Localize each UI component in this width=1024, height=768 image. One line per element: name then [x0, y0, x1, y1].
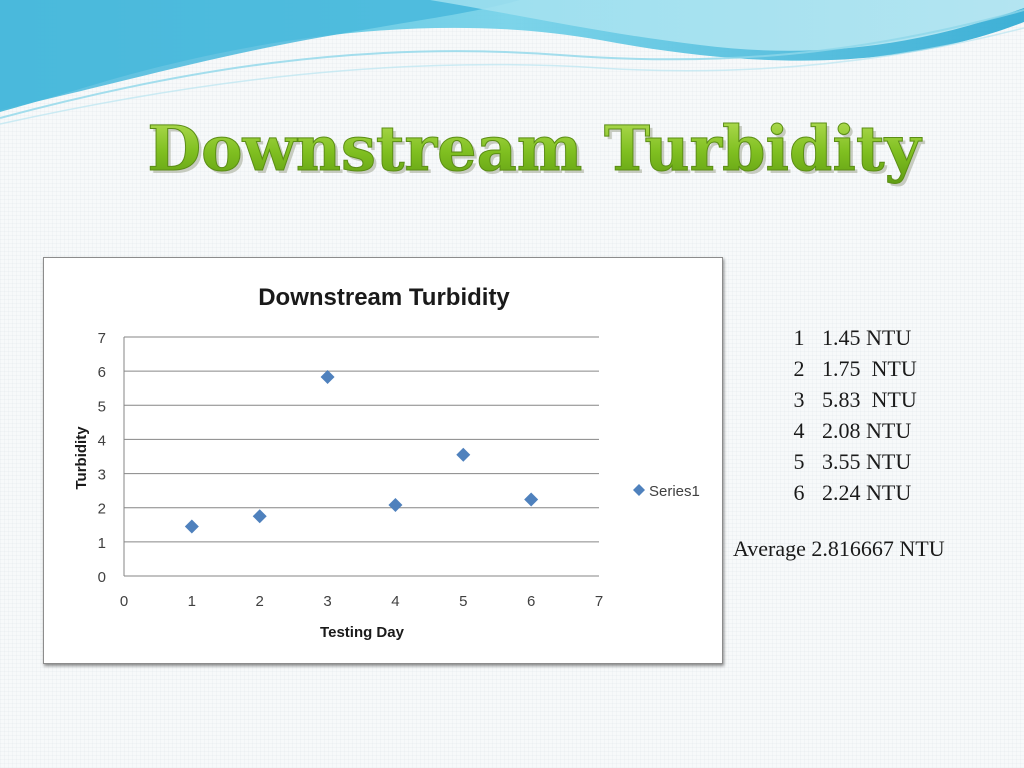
x-tick-label: 3	[323, 593, 331, 610]
reading-day: 3	[793, 387, 805, 412]
reading-value: 2.24 NTU	[822, 480, 912, 505]
slide-title: Downstream Turbidity Downstream Turbidit…	[147, 112, 926, 189]
slide-title-text: Downstream Turbidity	[147, 112, 922, 185]
axes	[123, 337, 599, 577]
reading-row: 3 5.83 NTU	[776, 384, 1006, 415]
y-tick-label: 2	[98, 501, 106, 518]
x-tick-label: 0	[120, 593, 128, 610]
x-tick-label: 2	[256, 593, 264, 610]
data-point	[252, 509, 267, 524]
reading-row: 4 2.08 NTU	[776, 415, 1006, 446]
reading-row: 5 3.55 NTU	[776, 446, 1006, 477]
reading-row: 2 1.75 NTU	[776, 353, 1006, 384]
y-tick-label: 3	[98, 467, 106, 484]
x-tick-label: 4	[391, 593, 399, 610]
data-point	[320, 369, 335, 384]
reading-row: 6 2.24 NTU	[776, 477, 1006, 508]
reading-day: 1	[793, 325, 805, 350]
chart-title: Downstream Turbidity	[258, 284, 510, 311]
legend: Series1	[633, 483, 700, 500]
y-axis-label: Turbidity	[73, 426, 90, 490]
x-tick-label: 5	[459, 593, 467, 610]
reading-value: 1.45 NTU	[822, 325, 912, 350]
reading-day: 6	[793, 480, 805, 505]
data-point	[524, 492, 539, 507]
reading-day: 5	[793, 449, 805, 474]
data-point	[456, 447, 471, 462]
data-point	[184, 519, 199, 534]
y-tick-label: 1	[98, 535, 106, 552]
data-points	[184, 369, 539, 534]
y-tick-label: 4	[98, 432, 106, 449]
reading-value: 3.55 NTU	[822, 449, 912, 474]
y-tick-label: 6	[98, 364, 106, 381]
x-tick-label: 1	[188, 593, 196, 610]
data-point	[388, 497, 403, 512]
legend-label: Series1	[649, 483, 700, 500]
x-tick-label: 6	[527, 593, 535, 610]
reading-day: 4	[793, 418, 805, 443]
gridlines	[124, 336, 599, 543]
x-tick-label: 7	[595, 593, 603, 610]
y-tick-label: 5	[98, 398, 106, 415]
reading-value: 1.75 NTU	[822, 356, 917, 381]
decorative-waves	[0, 0, 1024, 125]
x-axis-label: Testing Day	[320, 624, 405, 641]
legend-marker	[633, 484, 645, 496]
reading-value: 2.08 NTU	[822, 418, 912, 443]
tick-labels: 0 1 2 3 4 5 6 7 0 1 2 3 4 5 6 7	[98, 330, 604, 610]
readings-list: 1 1.45 NTU 2 1.75 NTU 3 5.83 NTU 4 2.08 NTU 5 3.5…	[776, 322, 1006, 508]
reading-day: 2	[793, 356, 805, 381]
chart-frame: Downstream Turbidity 0 1 2 3 4 5 6 7 0 1 2 3 4 5 6 7 Te…	[43, 257, 723, 664]
y-tick-label: 7	[98, 330, 106, 347]
slide-title-shadow: Downstream Turbidity	[150, 115, 925, 188]
reading-value: 5.83 NTU	[822, 387, 917, 412]
average-text: Average 2.816667 NTU	[733, 536, 945, 561]
y-tick-label: 0	[98, 569, 106, 586]
scatter-chart: Downstream Turbidity 0 1 2 3 4 5 6 7 0 1 2 3 4 5 6 7 Te…	[73, 284, 700, 641]
reading-row: 1 1.45 NTU	[776, 322, 1006, 353]
